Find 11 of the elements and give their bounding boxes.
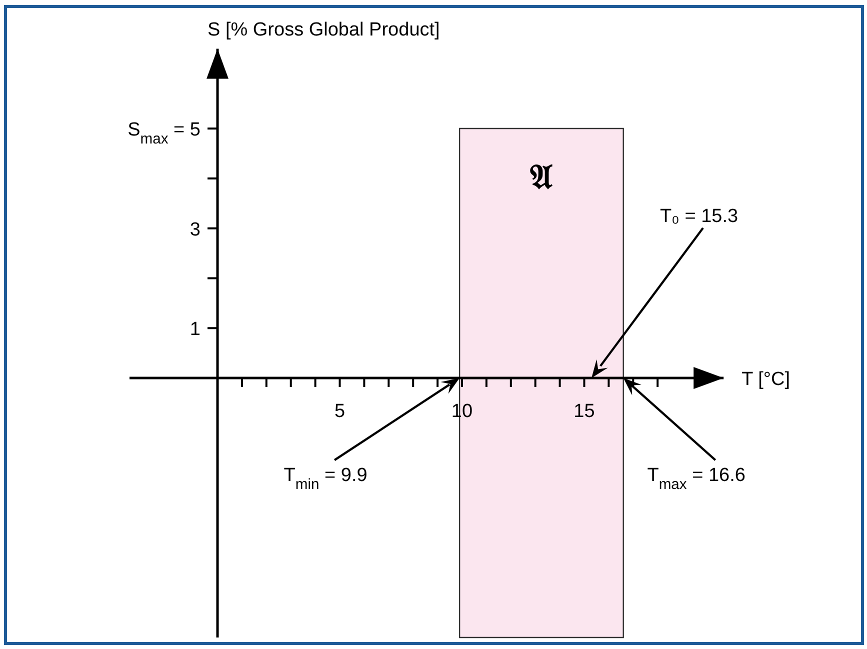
band-label: 𝔄: [530, 158, 553, 198]
x-tick-label: 15: [574, 401, 595, 422]
y-tick-label: 3: [190, 219, 201, 240]
y-tick-label: 1: [190, 319, 201, 340]
annotation: T$_{min}$ = 9.9: [284, 465, 368, 494]
y-tick-label: S$_{max}$ = 5: [128, 120, 201, 148]
x-tick-label: 5: [334, 401, 346, 422]
annotation: T₀ = 15.3: [660, 206, 738, 228]
x-axis-title: T [°C]: [742, 369, 790, 390]
y-axis-title: S [% Gross Global Product]: [208, 20, 440, 41]
annotation: T$_{max}$ = 16.6: [647, 465, 746, 494]
